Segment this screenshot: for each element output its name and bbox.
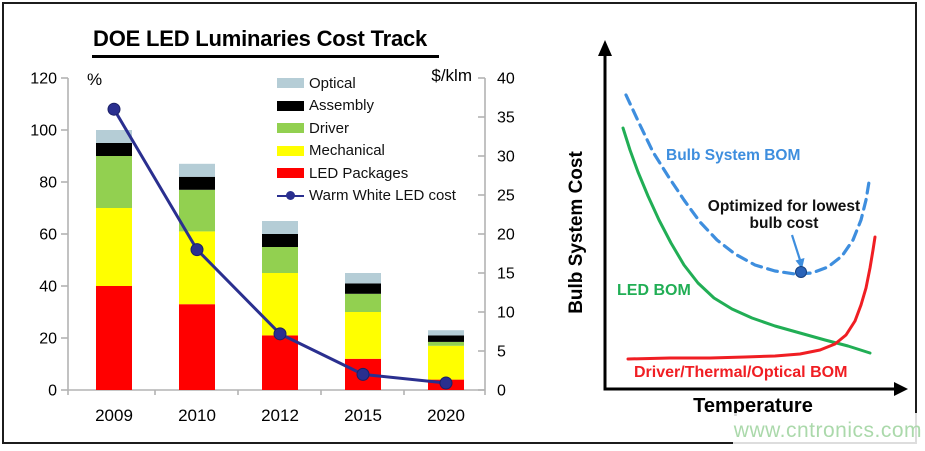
curve-driver-thermal-optical-bom: [626, 235, 877, 361]
category-label: 2012: [261, 406, 299, 425]
annotation-arrow-line: [790, 234, 802, 261]
left-tick-label: 20: [39, 331, 57, 348]
left-tick-label: 40: [39, 279, 57, 296]
bar-segment-assembly: [428, 335, 464, 342]
annotation-line-1: Optimized for lowest: [707, 198, 861, 215]
left-tick-label: 120: [30, 71, 57, 88]
right-tick-label: 15: [497, 266, 515, 283]
left-tick-label: 100: [30, 123, 57, 140]
bar-segment-led-packages: [262, 335, 298, 390]
bulb-system-bom-label: Bulb System BOM: [666, 147, 801, 164]
category-label: 2010: [178, 406, 216, 425]
optimized-annotation: Optimized for lowest bulb cost: [698, 198, 870, 232]
legend-line-marker: [277, 191, 304, 201]
legend-swatch: [277, 168, 304, 179]
right-tick-label: 35: [497, 110, 515, 127]
right-tick-label: 25: [497, 188, 515, 205]
x-axis-arrowhead: [894, 382, 908, 396]
led-bom-label: LED BOM: [617, 282, 691, 299]
legend-label: Assembly: [309, 97, 375, 115]
right-axis-unit: $/klm: [431, 66, 472, 85]
cost-point: [107, 102, 121, 116]
right-tick-label: 10: [497, 305, 515, 322]
bar-segment-mechanical: [428, 345, 464, 380]
category-label: 2020: [427, 406, 465, 425]
bar-segment-driver: [179, 189, 215, 232]
optimum-point: [795, 266, 807, 278]
bar-segment-optical: [428, 330, 464, 336]
category-label: 2009: [95, 406, 133, 425]
chart-title: DOE LED Luminaries Cost Track: [92, 26, 440, 58]
right-tick-label: 30: [497, 149, 515, 166]
bar-segment-assembly: [179, 176, 215, 190]
bar-segment-driver: [428, 341, 464, 346]
bar-segment-led-packages: [179, 304, 215, 390]
bar-segment-mechanical: [262, 273, 298, 336]
right-tick-label: 5: [497, 344, 506, 361]
bar-segment-optical: [262, 221, 298, 234]
bar-segment-assembly: [262, 234, 298, 247]
right-tick-label: 0: [497, 383, 506, 400]
bar-segment-mechanical: [96, 208, 132, 286]
right-tick-label: 20: [497, 227, 515, 244]
legend-swatch: [277, 145, 304, 156]
bar-segment-mechanical: [345, 312, 381, 359]
bar-segment-assembly: [96, 143, 132, 156]
bar-segment-driver: [262, 247, 298, 273]
category-label: 2015: [344, 406, 382, 425]
right-chart-y-axis-title: Bulb System Cost: [566, 151, 587, 314]
legend-item: Mechanical: [277, 140, 456, 163]
cost-point: [190, 243, 204, 257]
legend-item: Assembly: [277, 95, 456, 118]
y-axis-arrowhead: [598, 40, 612, 56]
legend-label: LED Packages: [309, 164, 409, 182]
legend-item: Warm White LED cost: [277, 185, 456, 208]
cost-point: [356, 367, 370, 381]
right-chart-x-axis-title: Temperature: [693, 395, 813, 417]
legend-label: Mechanical: [309, 142, 385, 160]
legend-label: Driver: [309, 119, 349, 137]
legend-label: Warm White LED cost: [309, 187, 456, 205]
bar-segment-optical: [345, 273, 381, 284]
legend-item: LED Packages: [277, 162, 456, 185]
curve-bulb-system-bom: [624, 93, 871, 276]
bar-segment-optical: [179, 163, 215, 177]
legend-swatch: [277, 78, 304, 89]
left-tick-label: 60: [39, 227, 57, 244]
left-tick-label: 80: [39, 175, 57, 192]
watermark-band: www.cntronics.com: [733, 413, 925, 449]
watermark: www.cntronics.com: [733, 419, 922, 442]
bar-segment-driver: [345, 293, 381, 312]
legend-item: Optical: [277, 72, 456, 95]
legend-item: Driver: [277, 117, 456, 140]
bar-segment-mechanical: [179, 231, 215, 305]
bar-segment-led-packages: [96, 286, 132, 390]
right-tick-label: 40: [497, 71, 515, 88]
legend-swatch: [277, 100, 304, 111]
left-axis-unit: %: [87, 70, 103, 89]
bar-segment-driver: [96, 156, 132, 208]
bar-segment-assembly: [345, 283, 381, 294]
cost-point: [273, 327, 287, 341]
curve-led-bom: [621, 126, 872, 355]
left-tick-label: 0: [48, 383, 57, 400]
annotation-line-2: bulb cost: [749, 214, 819, 232]
cost-point: [439, 376, 453, 390]
legend: Optical Assembly Driver Mechanical LED Packa…: [277, 72, 456, 207]
driver-thermal-optical-bom-label: Driver/Thermal/Optical BOM: [634, 364, 848, 381]
bar-segment-optical: [96, 130, 132, 143]
legend-label: Optical: [309, 74, 356, 92]
legend-swatch: [277, 123, 304, 134]
